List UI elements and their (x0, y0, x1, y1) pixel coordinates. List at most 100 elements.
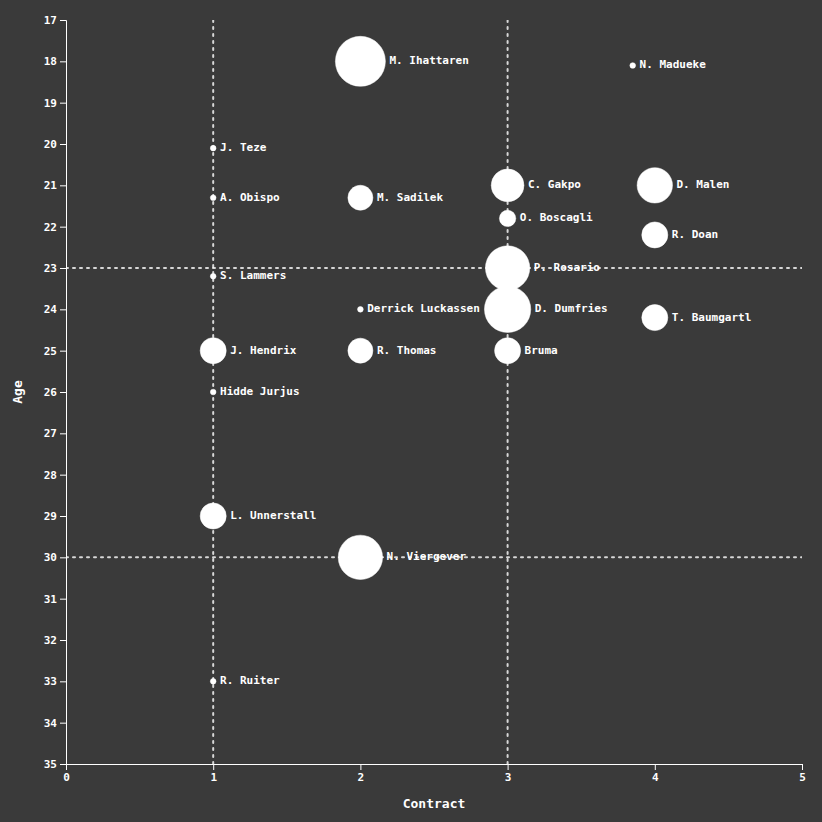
tick-mark (213, 764, 214, 770)
point (210, 273, 216, 279)
tick-mark (360, 764, 361, 770)
point (642, 305, 668, 331)
point-label: L. Unnerstall (230, 509, 316, 522)
tick-mark (60, 433, 66, 434)
tick-label: 3 (505, 771, 512, 784)
point-label: O. Boscagli (520, 211, 593, 224)
tick-mark (655, 764, 656, 770)
tick-label: 35 (44, 758, 57, 771)
tick-mark (802, 764, 803, 770)
point (210, 389, 216, 395)
plot-area (66, 20, 802, 764)
point-label: Derrick Luckassen (367, 302, 480, 315)
x-axis-title: Contract (403, 796, 466, 811)
tick: 5 (799, 764, 806, 784)
y-axis-title: Age (10, 380, 25, 404)
tick-mark (60, 103, 66, 104)
tick: 35 (44, 758, 66, 771)
tick-label: 19 (44, 97, 57, 110)
tick-mark (60, 61, 66, 62)
tick-label: 27 (44, 427, 57, 440)
point (348, 338, 373, 363)
tick-label: 30 (44, 551, 57, 564)
chart: M. IhattarenN. MaduekeJ. TezeA. ObispoM.… (0, 0, 822, 822)
point (348, 185, 373, 210)
point (637, 168, 672, 203)
y-axis-line (60, 21, 67, 765)
tick: 27 (44, 427, 66, 440)
point (485, 246, 529, 290)
point-label: J. Hendrix (230, 344, 297, 357)
tick-mark (508, 764, 509, 770)
tick-label: 5 (799, 771, 806, 784)
point-label: R. Doan (672, 228, 718, 241)
tick-mark (60, 681, 66, 682)
tick-label: 2 (358, 771, 365, 784)
tick-mark (60, 516, 66, 517)
point (642, 222, 668, 248)
tick: 33 (44, 675, 66, 688)
tick-mark (60, 185, 66, 186)
tick-mark (60, 764, 66, 765)
tick: 29 (44, 510, 66, 523)
tick: 0 (63, 764, 70, 784)
y-axis: 17181920212223242526272829303132333435 (44, 14, 67, 771)
point (484, 286, 530, 332)
point (338, 535, 382, 579)
tick: 22 (44, 221, 66, 234)
tick: 21 (44, 179, 66, 192)
tick-label: 31 (44, 593, 58, 606)
tick-label: 23 (44, 262, 57, 275)
tick: 26 (44, 386, 66, 399)
tick-label: 17 (44, 14, 57, 27)
tick: 30 (44, 551, 66, 564)
tick-label: 1 (210, 771, 217, 784)
tick-mark (60, 309, 66, 310)
point (335, 36, 385, 86)
point-label: Bruma (525, 344, 558, 357)
tick-label: 33 (44, 675, 57, 688)
tick: 32 (44, 634, 66, 647)
point-labels: M. IhattarenN. MaduekeJ. TezeA. ObispoM.… (220, 54, 751, 687)
point (210, 678, 216, 684)
point (210, 195, 216, 201)
tick-mark (60, 20, 66, 21)
point (630, 63, 636, 69)
tick-mark (60, 557, 66, 558)
tick-label: 26 (44, 386, 58, 399)
tick-label: 28 (44, 469, 57, 482)
tick-label: 29 (44, 510, 57, 523)
tick-mark (60, 640, 66, 641)
point-label: S. Lammers (220, 269, 286, 282)
tick-label: 0 (63, 771, 70, 784)
tick: 23 (44, 262, 66, 275)
point (491, 169, 524, 202)
tick: 1 (210, 764, 217, 784)
point-label: J. Teze (220, 141, 267, 154)
point (200, 338, 226, 364)
point-label: R. Thomas (377, 344, 437, 357)
tick-mark (60, 392, 66, 393)
point-label: P. Rosario (534, 261, 601, 274)
point-label: T. Baumgartl (672, 311, 751, 324)
tick-mark (60, 227, 66, 228)
tick-mark (60, 144, 66, 145)
point-label: D. Dumfries (535, 302, 608, 315)
point (358, 306, 364, 312)
point (499, 210, 515, 226)
tick-mark (60, 723, 66, 724)
tick: 19 (44, 97, 66, 110)
tick-label: 4 (652, 771, 659, 784)
tick: 17 (44, 14, 66, 27)
tick: 20 (44, 138, 66, 151)
tick-label: 25 (44, 345, 57, 358)
point-label: D. Malen (676, 178, 729, 191)
reference-line (66, 267, 802, 269)
tick-label: 21 (44, 179, 58, 192)
tick-label: 20 (44, 138, 57, 151)
point-label: M. Sadilek (377, 191, 444, 204)
point-label: C. Gakpo (528, 178, 581, 191)
tick: 2 (358, 764, 365, 784)
x-axis-line (67, 765, 803, 771)
tick-mark (60, 475, 66, 476)
